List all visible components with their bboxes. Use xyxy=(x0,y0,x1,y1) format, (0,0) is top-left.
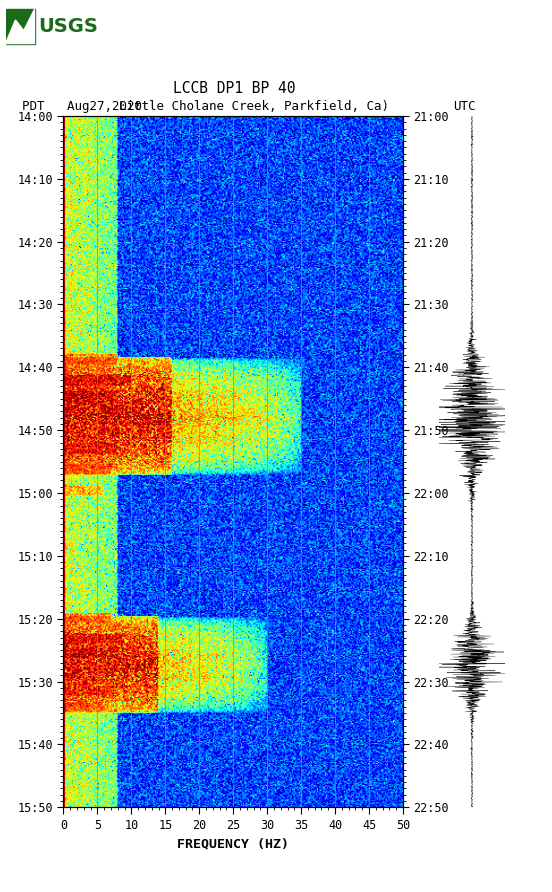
Bar xyxy=(6,9,35,44)
X-axis label: FREQUENCY (HZ): FREQUENCY (HZ) xyxy=(177,838,289,851)
Text: USGS: USGS xyxy=(39,17,98,36)
Text: UTC: UTC xyxy=(453,100,475,113)
Text: LCCB DP1 BP 40: LCCB DP1 BP 40 xyxy=(173,81,296,96)
Polygon shape xyxy=(6,9,35,44)
Text: Little Cholane Creek, Parkfield, Ca): Little Cholane Creek, Parkfield, Ca) xyxy=(119,100,389,113)
Text: PDT   Aug27,2020: PDT Aug27,2020 xyxy=(22,100,142,113)
